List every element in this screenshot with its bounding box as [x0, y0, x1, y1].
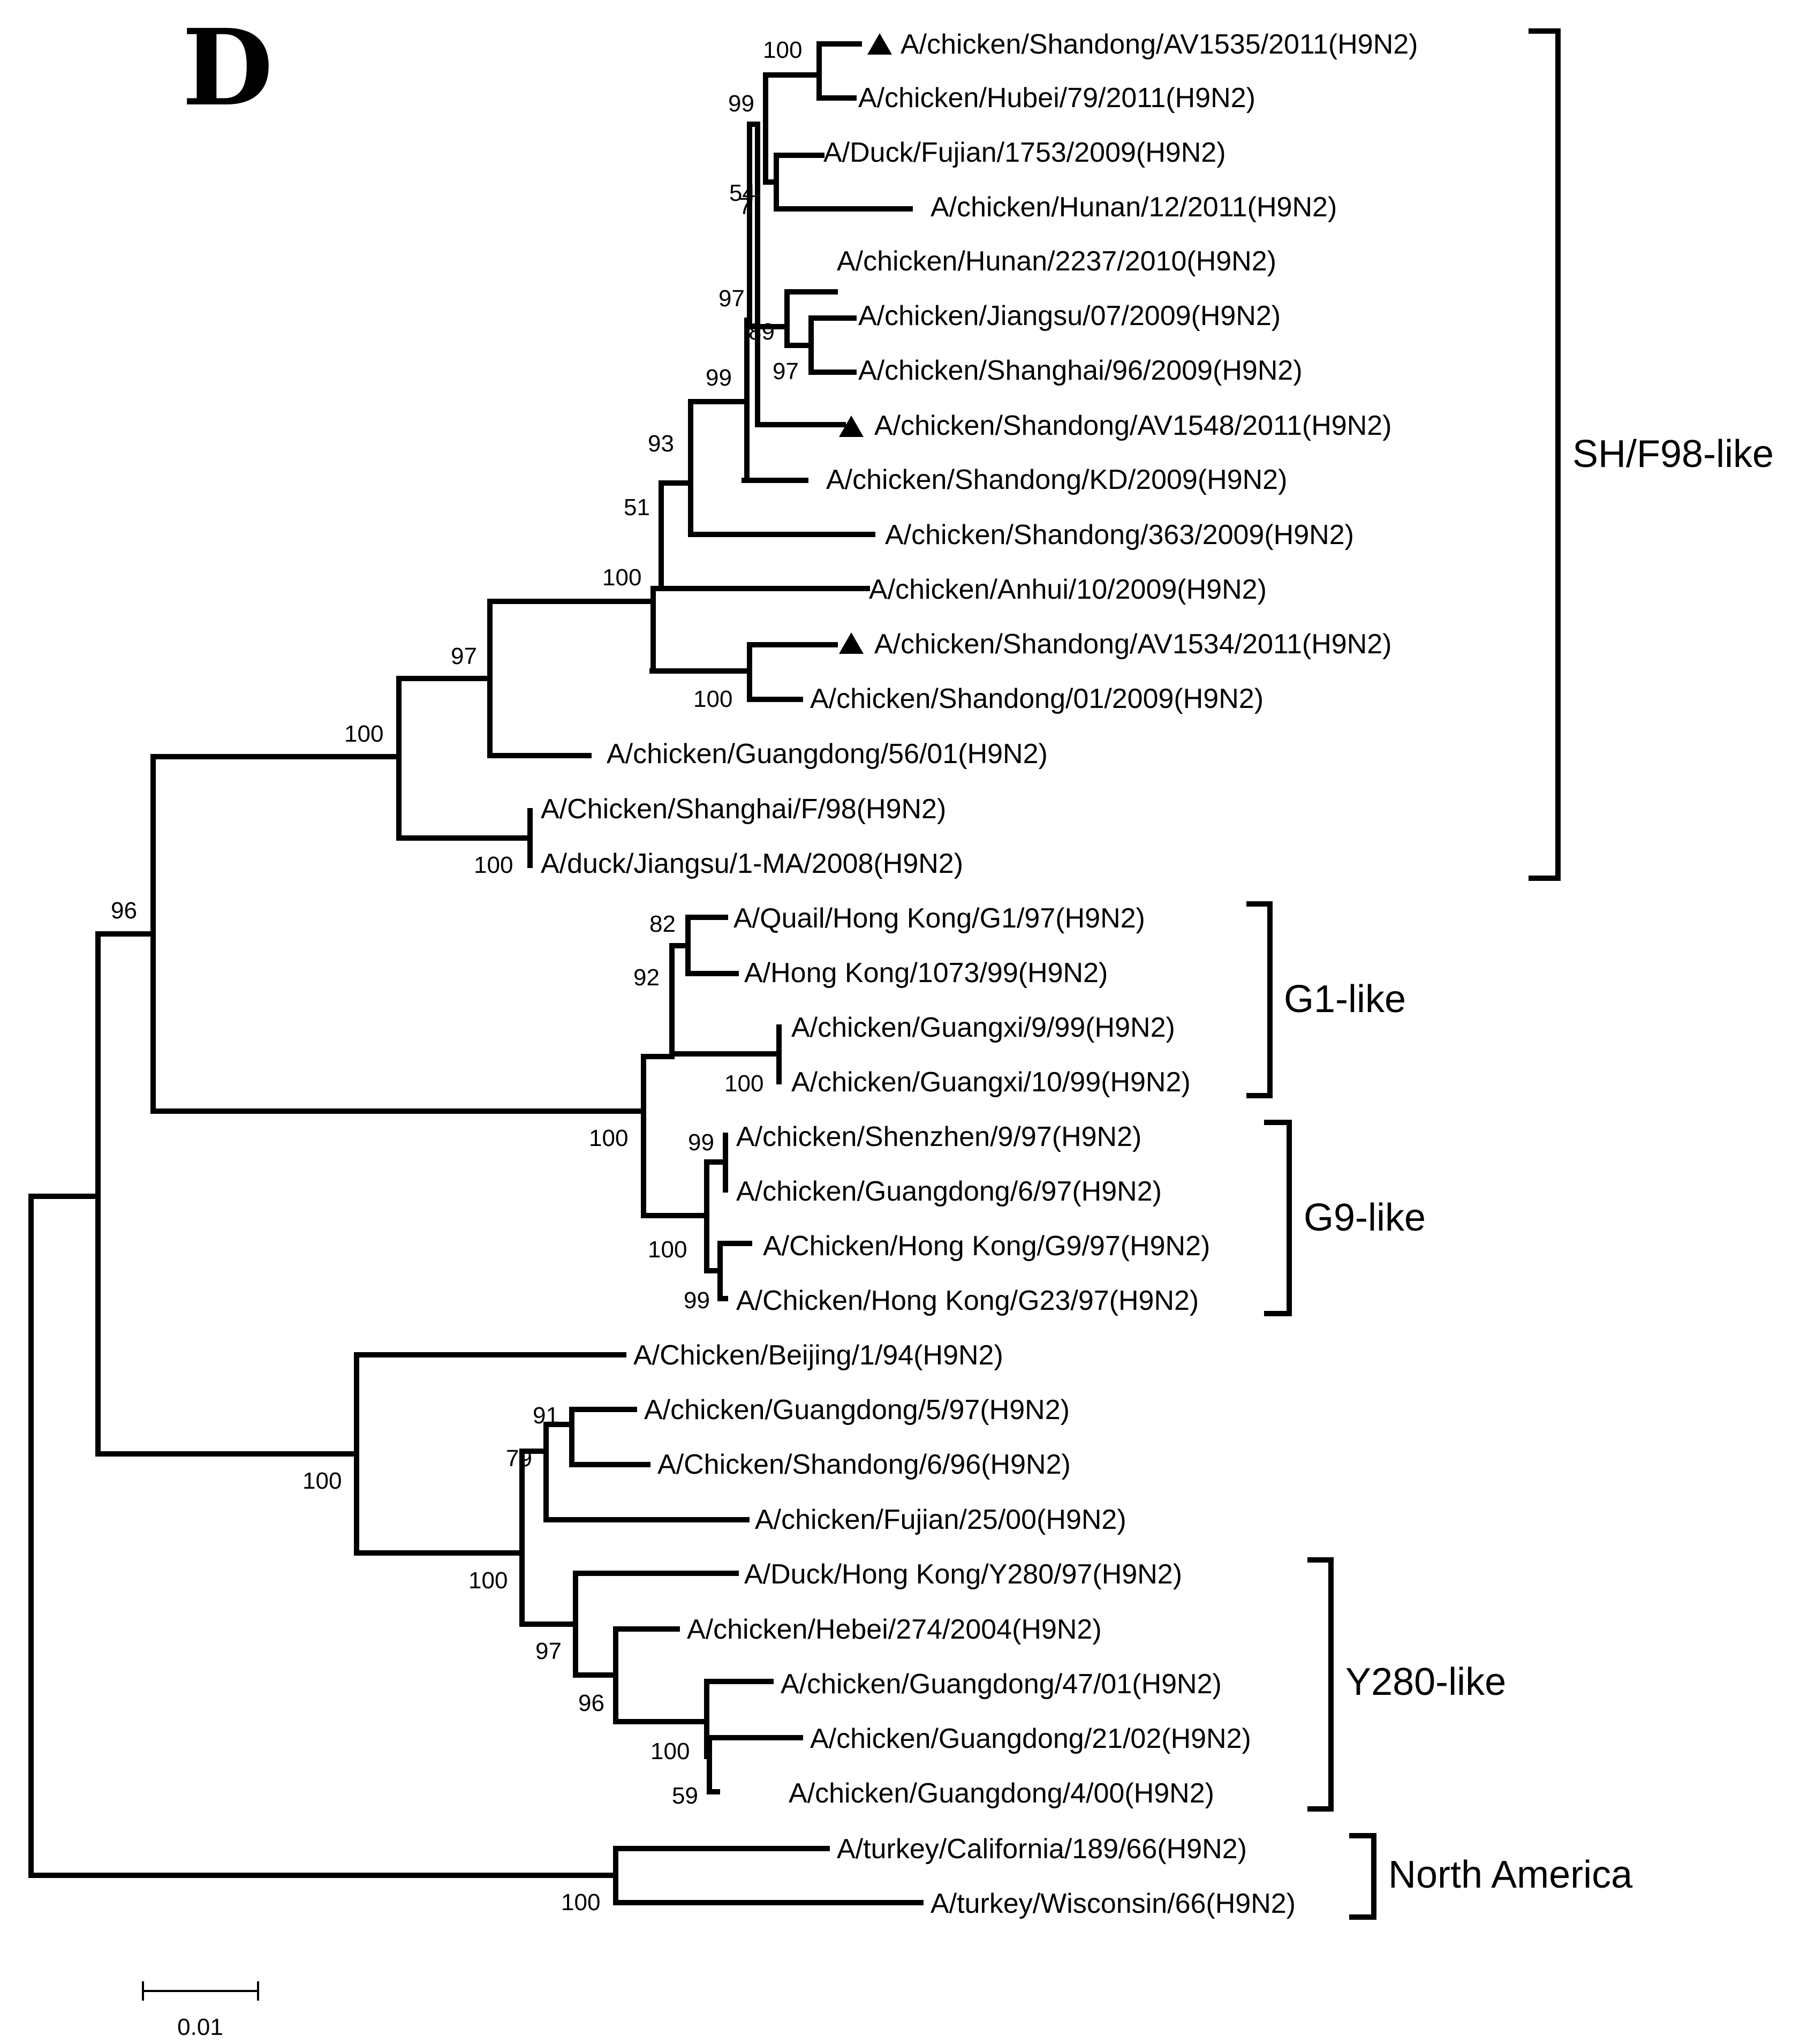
bootstrap-value: 97: [773, 358, 799, 384]
leaf-label: A/chicken/Shandong/363/2009(H9N2): [885, 519, 1354, 550]
leaf-label: A/Chicken/Shanghai/F/98(H9N2): [541, 794, 946, 825]
leaf-labels: A/chicken/Shandong/AV1535/2011(H9N2) A/c…: [541, 29, 1418, 1919]
leaf-label: A/Duck/Hong Kong/Y280/97(H9N2): [744, 1559, 1182, 1590]
leaf-label: A/chicken/Shandong/AV1534/2011(H9N2): [874, 629, 1392, 660]
clade-brackets: SH/F98-like G1-like G9-like Y280-like No…: [1246, 28, 1774, 1920]
bootstrap-value: 100: [561, 1889, 600, 1915]
leaf-label: A/chicken/Guangdong/56/01(H9N2): [607, 738, 1048, 770]
leaf-label: A/chicken/Guangxi/10/99(H9N2): [791, 1067, 1191, 1098]
leaf-label: A/chicken/Shenzhen/9/97(H9N2): [736, 1121, 1141, 1152]
bootstrap-value: 99: [684, 1287, 710, 1314]
bootstrap-value: 99: [688, 1129, 714, 1156]
scale-bar-label: 0.01: [177, 2014, 223, 2040]
leaf-label: A/chicken/Anhui/10/2009(H9N2): [869, 574, 1267, 605]
clade-sh-f98: SH/F98-like: [1529, 28, 1774, 881]
bootstrap-value: 97: [535, 1638, 562, 1664]
leaf-label: A/Duck/Fujian/1753/2009(H9N2): [823, 137, 1226, 168]
scale-bar: 0.01: [142, 1981, 259, 2040]
leaf-label: A/chicken/Shandong/01/2009(H9N2): [810, 683, 1264, 714]
clade-bracket: [1246, 901, 1273, 1098]
bootstrap-value: 100: [344, 721, 383, 747]
clade-label: G9-like: [1304, 1196, 1426, 1239]
leaf-label: A/chicken/Guangdong/47/01(H9N2): [781, 1669, 1222, 1700]
sequence-markers: [839, 33, 892, 654]
bootstrap-value: 100: [468, 1567, 508, 1594]
clade-y280: Y280-like: [1307, 1557, 1506, 1812]
bootstrap-value: 97: [451, 643, 477, 669]
clade-bracket: [1349, 1833, 1376, 1920]
bootstrap-value: 97: [718, 285, 745, 312]
leaf-label: A/turkey/Wisconsin/66(H9N2): [931, 1888, 1296, 1919]
leaf-label: A/chicken/Hunan/12/2011(H9N2): [931, 192, 1337, 223]
bootstrap-value: 54: [729, 180, 755, 206]
leaf-label: A/chicken/Shanghai/96/2009(H9N2): [858, 355, 1303, 386]
leaf-label: A/chicken/Shandong/AV1548/2011(H9N2): [874, 410, 1392, 441]
bootstrap-value: 100: [302, 1468, 342, 1494]
leaf-label: A/chicken/Guangdong/5/97(H9N2): [644, 1394, 1070, 1425]
bootstrap-value: 89: [748, 319, 775, 345]
leaf-label: A/chicken/Shandong/AV1535/2011(H9N2): [901, 29, 1418, 60]
bootstrap-value: 92: [633, 964, 660, 991]
bootstrap-value: 91: [533, 1402, 559, 1429]
leaf-label: A/chicken/Fujian/25/00(H9N2): [755, 1504, 1126, 1535]
bootstrap-value: 79: [506, 1445, 532, 1472]
bootstrap-value: 100: [693, 686, 732, 712]
leaf-label: A/Chicken/Hong Kong/G9/97(H9N2): [763, 1231, 1210, 1262]
bootstrap-value: 100: [763, 37, 802, 63]
bootstrap-value: 96: [111, 897, 137, 924]
clade-north-america: North America: [1349, 1833, 1633, 1920]
leaf-label: A/chicken/Jiangsu/07/2009(H9N2): [858, 300, 1281, 331]
bootstrap-value: 100: [648, 1236, 687, 1263]
leaf-label: A/chicken/Guangdong/4/00(H9N2): [789, 1778, 1214, 1809]
clade-label: G1-like: [1284, 978, 1406, 1021]
bootstrap-value: 100: [602, 564, 641, 591]
leaf-label: A/Chicken/Beijing/1/94(H9N2): [633, 1340, 1003, 1371]
clade-g9: G9-like: [1264, 1120, 1426, 1316]
clade-bracket: [1307, 1557, 1334, 1812]
leaf-label: A/Quail/Hong Kong/G1/97(H9N2): [733, 903, 1145, 934]
leaf-label: A/chicken/Shandong/KD/2009(H9N2): [826, 464, 1287, 495]
clade-label: North America: [1388, 1853, 1633, 1896]
scale-bar-line: [142, 1981, 259, 2001]
tree-branches: [28, 41, 924, 1905]
bootstrap-value: 100: [474, 852, 513, 878]
leaf-label: A/chicken/Guangdong/6/97(H9N2): [736, 1176, 1162, 1207]
bootstrap-value: 100: [724, 1070, 763, 1097]
leaf-label: A/chicken/Hubei/79/2011(H9N2): [858, 82, 1255, 114]
triangle-icon: [839, 416, 864, 437]
bootstrap-value: 59: [672, 1783, 698, 1809]
bootstrap-value: 100: [589, 1125, 628, 1151]
leaf-label: A/Chicken/Hong Kong/G23/97(H9N2): [736, 1285, 1199, 1316]
clade-label: Y280-like: [1345, 1661, 1506, 1703]
bootstrap-value: 100: [650, 1738, 690, 1764]
leaf-label: A/chicken/Hunan/2237/2010(H9N2): [837, 246, 1276, 277]
triangle-icon: [839, 632, 864, 654]
clade-label: SH/F98-like: [1572, 433, 1774, 476]
leaf-label: A/chicken/Guangdong/21/02(H9N2): [810, 1723, 1251, 1754]
clade-g1: G1-like: [1246, 901, 1406, 1098]
panel-label: D: [182, 6, 273, 130]
leaf-label: A/duck/Jiangsu/1-MA/2008(H9N2): [541, 848, 963, 879]
bootstrap-value: 82: [649, 911, 676, 937]
leaf-label: A/turkey/California/189/66(H9N2): [837, 1834, 1247, 1865]
leaf-label: A/Hong Kong/1073/99(H9N2): [744, 957, 1108, 989]
triangle-icon: [867, 33, 892, 55]
bootstrap-value: 96: [578, 1690, 604, 1716]
bootstrap-value: 93: [648, 431, 674, 457]
clade-bracket: [1529, 28, 1561, 881]
bootstrap-value: 7: [739, 193, 752, 220]
clade-bracket: [1264, 1120, 1292, 1316]
bootstrap-values: 100 99 54 7 97 89 97 99 93 51 100 100 97…: [111, 37, 802, 1915]
leaf-label: A/chicken/Hebei/274/2004(H9N2): [687, 1614, 1102, 1645]
bootstrap-value: 99: [728, 90, 754, 117]
bootstrap-value: 99: [706, 365, 732, 391]
leaf-label: A/chicken/Guangxi/9/99(H9N2): [791, 1012, 1175, 1043]
bootstrap-value: 51: [624, 494, 650, 521]
leaf-label: A/Chicken/Shandong/6/96(H9N2): [657, 1449, 1071, 1480]
